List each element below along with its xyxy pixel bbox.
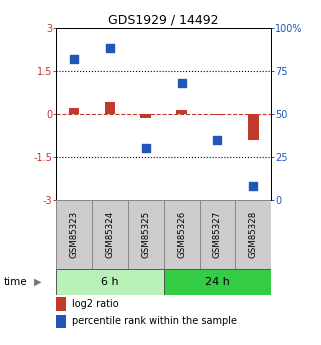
Bar	[56, 269, 164, 295]
Bar	[212, 114, 223, 115]
Bar	[56, 315, 66, 328]
Text: GSM85327: GSM85327	[213, 211, 222, 258]
Point	[143, 146, 148, 151]
Bar	[164, 200, 200, 269]
Text: log2 ratio: log2 ratio	[72, 299, 119, 309]
Bar	[176, 109, 187, 114]
Bar	[92, 200, 128, 269]
Bar	[140, 114, 151, 118]
Text: GSM85328: GSM85328	[249, 211, 258, 258]
Title: GDS1929 / 14492: GDS1929 / 14492	[108, 13, 219, 27]
Text: GSM85325: GSM85325	[141, 211, 150, 258]
Bar	[105, 102, 115, 114]
Text: GSM85323: GSM85323	[70, 211, 79, 258]
Text: GSM85326: GSM85326	[177, 211, 186, 258]
Point	[179, 80, 184, 86]
Bar	[164, 269, 271, 295]
Bar	[56, 200, 92, 269]
Bar	[128, 200, 164, 269]
Text: 6 h: 6 h	[101, 277, 119, 287]
Text: time: time	[3, 277, 27, 287]
Bar	[248, 114, 259, 140]
Point	[72, 56, 77, 61]
Point	[215, 137, 220, 142]
Text: 24 h: 24 h	[205, 277, 230, 287]
Bar	[69, 108, 80, 114]
Bar	[235, 200, 271, 269]
Text: percentile rank within the sample: percentile rank within the sample	[72, 316, 237, 326]
Bar	[200, 200, 235, 269]
Point	[251, 184, 256, 189]
Bar	[56, 297, 66, 310]
Text: ▶: ▶	[34, 277, 41, 287]
Point	[107, 46, 112, 51]
Text: GSM85324: GSM85324	[105, 211, 115, 258]
